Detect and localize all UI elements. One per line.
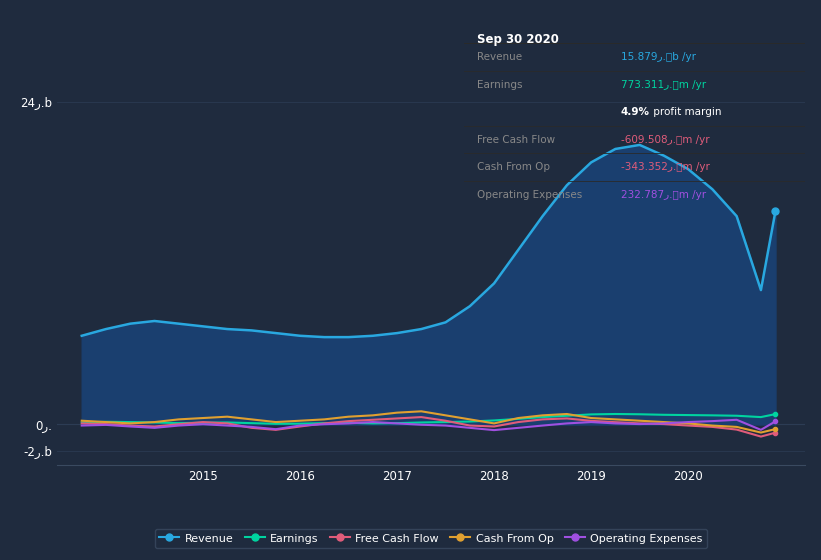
Text: Earnings: Earnings (478, 80, 523, 90)
Text: Free Cash Flow: Free Cash Flow (478, 134, 556, 144)
Text: 773.311ر.؀m /yr: 773.311ر.؀m /yr (621, 80, 706, 90)
Text: Operating Expenses: Operating Expenses (478, 189, 583, 199)
Text: 15.879ر.؀b /yr: 15.879ر.؀b /yr (621, 52, 695, 62)
Text: 232.787ر.؀m /yr: 232.787ر.؀m /yr (621, 189, 706, 199)
Legend: Revenue, Earnings, Free Cash Flow, Cash From Op, Operating Expenses: Revenue, Earnings, Free Cash Flow, Cash … (155, 529, 707, 548)
Text: -609.508ر.؀m /yr: -609.508ر.؀m /yr (621, 134, 709, 144)
Text: 4.9%: 4.9% (621, 107, 649, 117)
Text: profit margin: profit margin (649, 107, 721, 117)
Text: -343.352ر.؀m /yr: -343.352ر.؀m /yr (621, 162, 709, 172)
Text: Sep 30 2020: Sep 30 2020 (478, 34, 559, 46)
Text: Cash From Op: Cash From Op (478, 162, 551, 172)
Text: Revenue: Revenue (478, 52, 523, 62)
